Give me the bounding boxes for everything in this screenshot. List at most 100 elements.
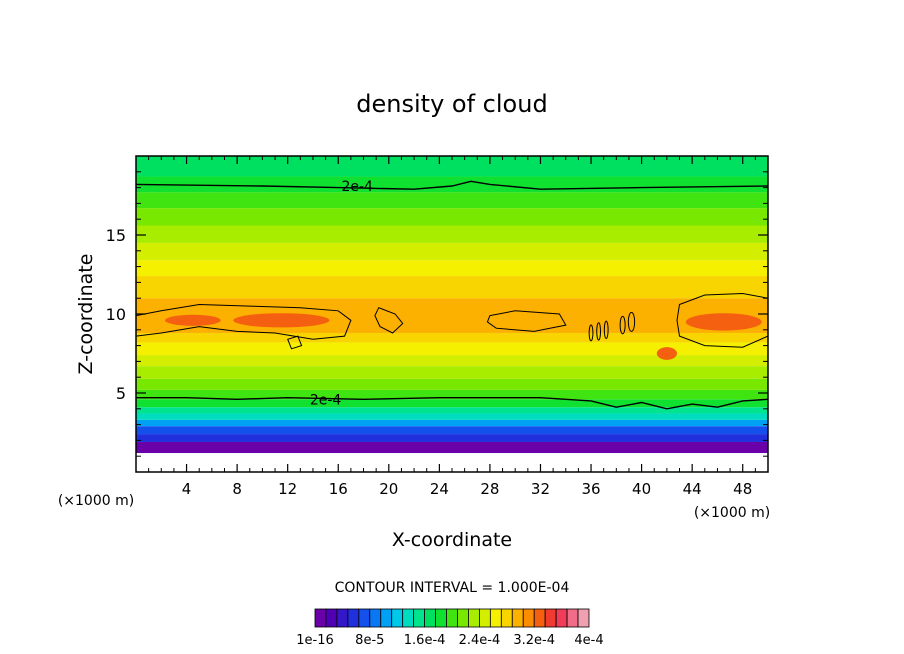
- x-tick-label-20: 20: [379, 480, 398, 498]
- x-unit-left: (×1000 m): [58, 493, 134, 509]
- contour-patch-2: [685, 313, 762, 331]
- contour-interval-text: CONTOUR INTERVAL = 1.000E-04: [335, 580, 570, 596]
- colorbar-swatch-22: [555, 608, 568, 628]
- colorbar-swatch-24: [577, 608, 590, 628]
- x-tick-label-40: 40: [632, 480, 651, 498]
- contour-band-17: [136, 242, 768, 261]
- colorbar-label-3: 2.4e-4: [459, 633, 501, 648]
- colorbar-swatch-20: [533, 608, 546, 628]
- colorbar-swatch-16: [489, 608, 502, 628]
- contour-line-upper-2e-4: [136, 180, 768, 190]
- x-axis: 4 8 12 16 20 24 28 32 36 40 44 48: [148, 156, 756, 498]
- plot-area: [136, 156, 768, 472]
- contour-band-13: [136, 332, 768, 343]
- colorbar-swatch-11: [435, 608, 447, 628]
- contour-oval-3: [619, 315, 626, 335]
- contour-band-9: [136, 378, 768, 390]
- contour-band-2: [136, 434, 768, 442]
- contour-band-7: [136, 399, 768, 408]
- contour-band-20: [136, 192, 768, 209]
- contour-line-closed-left: [136, 303, 352, 340]
- colorbar-label-2: 1.6e-4: [404, 633, 446, 648]
- contour-band-19: [136, 208, 768, 226]
- colorbar-swatch-23: [566, 608, 579, 628]
- x-tick-label-44: 44: [683, 480, 702, 498]
- contour-patch-3: [656, 347, 677, 360]
- colorbar-swatch-12: [446, 608, 458, 628]
- x-unit-right: (×1000 m): [694, 505, 770, 521]
- colorbar-swatch-3: [347, 608, 360, 628]
- contour-patch-0: [165, 314, 221, 326]
- contour-patch-1: [233, 313, 330, 328]
- colorbar-swatch-17: [500, 608, 513, 628]
- contour-band-16: [136, 260, 768, 277]
- contour-band-8: [136, 389, 768, 400]
- colorbar-labels: 1e-16 8e-5 1.6e-4 2.4e-4 3.2e-4 4e-4: [296, 633, 603, 648]
- colorbar-label-1: 8e-5: [355, 633, 384, 648]
- contour-band-11: [136, 355, 768, 367]
- contour-line-closed-small: [287, 335, 303, 350]
- contour-band-18: [136, 225, 768, 243]
- contour-label-0: 2e-4: [341, 179, 373, 195]
- colorbar-swatch-0: [314, 608, 327, 628]
- contour-layer: 2e-4 2e-4: [136, 179, 768, 410]
- colorbar-swatch-10: [424, 608, 436, 628]
- contour-band-4: [136, 419, 768, 427]
- colorbar-swatch-1: [325, 608, 338, 628]
- y-tick-label-10: 10: [106, 305, 126, 324]
- colorbar-swatch-15: [478, 608, 491, 628]
- contour-oval-1: [596, 322, 602, 341]
- colorbar-swatch-2: [336, 608, 349, 628]
- x-tick-label-32: 32: [531, 480, 550, 498]
- contour-oval-4: [627, 311, 636, 332]
- contour-line-closed-right: [486, 310, 567, 332]
- y-axis: 5 10 15: [106, 171, 768, 457]
- colorbar-swatch-21: [544, 608, 557, 628]
- colorbar-label-0: 1e-16: [296, 633, 334, 648]
- contour-line-closed-mid: [374, 307, 404, 334]
- contour-band-22: [136, 156, 768, 177]
- contour-band-15: [136, 276, 768, 299]
- contour-band-0: [136, 453, 768, 472]
- contour-oval-2: [603, 320, 609, 339]
- contour-line-lower-2e-4: [136, 396, 768, 410]
- contour-oval-0: [588, 324, 594, 342]
- colorbar-swatch-13: [457, 608, 469, 628]
- contour-band-12: [136, 342, 768, 356]
- x-tick-label-16: 16: [329, 480, 348, 498]
- x-tick-label-8: 8: [232, 480, 242, 498]
- contour-band-6: [136, 407, 768, 414]
- contour-label-1: 2e-4: [310, 392, 342, 408]
- colorbar-swatch-18: [511, 608, 524, 628]
- colorbar: [314, 608, 590, 628]
- contour-band-5: [136, 413, 768, 420]
- colorbar-label-4: 3.2e-4: [513, 633, 555, 648]
- x-tick-label-36: 36: [581, 480, 600, 498]
- x-axis-label: X-coordinate: [392, 529, 512, 551]
- contour-band-1: [136, 441, 768, 454]
- colorbar-label-5: 4e-4: [574, 633, 603, 648]
- y-tick-label-5: 5: [116, 384, 126, 403]
- colorbar-swatch-4: [358, 608, 371, 628]
- contour-band-10: [136, 366, 768, 379]
- colorbar-swatch-19: [522, 608, 535, 628]
- colorbar-swatch-5: [369, 608, 382, 628]
- y-axis-label: Z-coordinate: [75, 254, 97, 375]
- x-tick-label-12: 12: [278, 480, 297, 498]
- y-tick-label-15: 15: [106, 226, 126, 245]
- colorbar-swatch-9: [413, 608, 426, 628]
- chart-title: density of cloud: [356, 90, 547, 118]
- contour-band-21: [136, 176, 768, 193]
- colorbar-swatch-8: [402, 608, 415, 628]
- colorbar-swatch-7: [391, 608, 404, 628]
- contour-band-3: [136, 426, 768, 435]
- contour-band-14: [136, 298, 768, 333]
- x-tick-label-24: 24: [430, 480, 449, 498]
- x-tick-label-28: 28: [480, 480, 499, 498]
- colorbar-swatch-14: [468, 608, 480, 628]
- x-tick-label-48: 48: [733, 480, 752, 498]
- contour-line-closed-far-right: [676, 292, 768, 348]
- colorbar-swatch-6: [380, 608, 393, 628]
